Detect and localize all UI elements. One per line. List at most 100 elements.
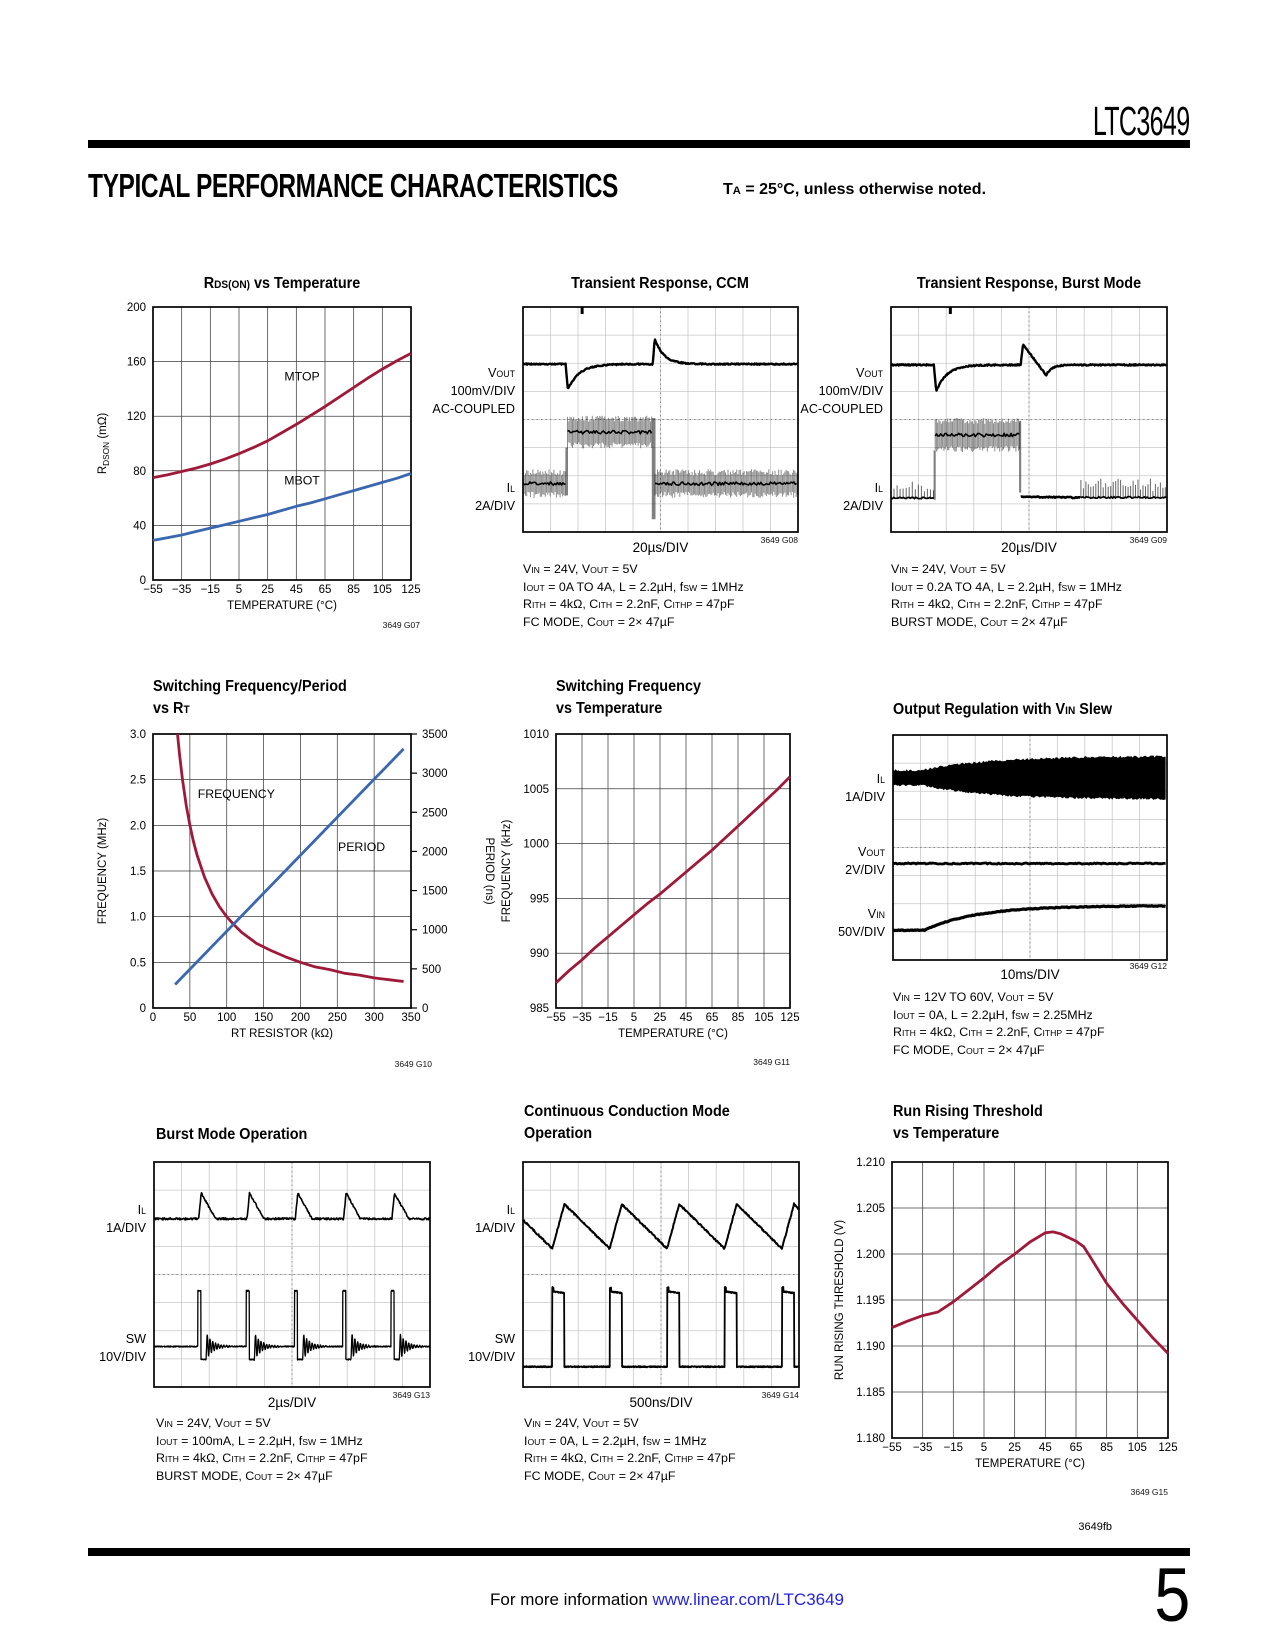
page-number: 5 (1154, 1553, 1190, 1638)
footer-rule (88, 1548, 1190, 1556)
svg-text:−15: −15 (201, 584, 221, 596)
svg-text:MTOP: MTOP (284, 370, 319, 384)
svg-text:85: 85 (732, 1012, 745, 1024)
chart-g13-title: Burst Mode Operation (156, 1126, 308, 1143)
svg-text:5: 5 (981, 1442, 987, 1454)
chart-g11-graph-id: 3649 G11 (753, 1057, 790, 1067)
svg-text:250: 250 (328, 1012, 347, 1024)
svg-text:1.0: 1.0 (130, 912, 146, 924)
svg-text:FREQUENCY: FREQUENCY (198, 787, 275, 801)
svg-text:150: 150 (254, 1012, 273, 1024)
chart-g13-graph-id: 3649 G13 (392, 1390, 430, 1400)
svg-text:−15: −15 (944, 1442, 964, 1454)
chart-g12-title: Output Regulation with VIN Slew (893, 701, 1113, 718)
svg-text:100: 100 (217, 1012, 236, 1024)
svg-text:0: 0 (140, 575, 146, 587)
svg-text:MBOT: MBOT (284, 473, 320, 487)
svg-text:45: 45 (680, 1012, 693, 1024)
svg-text:FREQUENCY (MHz): FREQUENCY (MHz) (97, 818, 109, 925)
svg-text:0.5: 0.5 (130, 957, 146, 969)
svg-text:25: 25 (654, 1012, 667, 1024)
svg-text:1500: 1500 (422, 886, 448, 898)
svg-text:990: 990 (530, 948, 549, 960)
chart-g13-timebase: 2µs/DIV (267, 1395, 317, 1410)
svg-text:RT RESISTOR (kΩ): RT RESISTOR (kΩ) (231, 1028, 333, 1040)
svg-text:1010: 1010 (523, 729, 549, 741)
svg-text:85: 85 (347, 584, 360, 596)
svg-text:TEMPERATURE (°C): TEMPERATURE (°C) (227, 600, 337, 612)
svg-text:−35: −35 (572, 1012, 592, 1024)
svg-text:3500: 3500 (422, 729, 448, 741)
svg-text:1005: 1005 (523, 784, 549, 796)
svg-text:985: 985 (530, 1003, 549, 1015)
svg-text:1.180: 1.180 (856, 1433, 885, 1445)
svg-text:RUN RISING THRESHOLD (V): RUN RISING THRESHOLD (V) (834, 1220, 846, 1380)
svg-text:105: 105 (754, 1012, 773, 1024)
svg-text:1.205: 1.205 (856, 1203, 885, 1215)
chart-g15-plot: −55 −35 −15 5 25 45 65 85 105 125 1.180 1.185 1.190 1… (834, 1157, 1178, 1470)
chart-g09-plot (890, 306, 1168, 533)
part-number: LTC3649 (1093, 99, 1190, 145)
chart-g09-conditions: VIN = 24V, VOUT = 5V IOUT = 0.2A TO 4A, L… (891, 562, 1122, 629)
footer-info-link[interactable]: www.linear.com/LTC3649 (652, 1590, 845, 1609)
svg-text:−15: −15 (598, 1012, 618, 1024)
svg-text:0: 0 (422, 1003, 428, 1015)
chart-g13-channel-label-0: IL 1A/DIV (106, 1203, 146, 1235)
svg-text:105: 105 (1128, 1442, 1147, 1454)
svg-text:45: 45 (1039, 1442, 1052, 1454)
svg-text:200: 200 (127, 302, 146, 314)
chart-g12-channel-label-1: VOUT 2V/DIV (845, 845, 885, 877)
svg-text:125: 125 (401, 584, 420, 596)
chart-g14-title: Continuous Conduction Mode Operation (524, 1103, 730, 1142)
footer-info: For more information www.linear.com/LTC3… (490, 1590, 844, 1610)
chart-g13-plot (153, 1161, 431, 1388)
svg-text:3.0: 3.0 (130, 729, 146, 741)
svg-text:−55: −55 (143, 584, 163, 596)
chart-g13-conditions: VIN = 24V, VOUT = 5V IOUT = 100mA, L = 2.… (156, 1416, 368, 1483)
chart-g08-plot (522, 306, 799, 533)
chart-g08-graph-id: 3649 G08 (760, 535, 798, 545)
chart-g09-channel-label-1: IL 2A/DIV (843, 481, 883, 513)
chart-g10-title: Switching Frequency/Period vs RT (153, 678, 347, 717)
svg-text:1.210: 1.210 (856, 1157, 885, 1169)
chart-g09-channel-label-0: VOUT 100mV/DIV AC-COUPLED (800, 366, 883, 416)
chart-g08-conditions: VIN = 24V, VOUT = 5V IOUT = 0A TO 4A, L =… (523, 562, 744, 629)
header-rule (88, 140, 1190, 148)
chart-g14-conditions: VIN = 24V, VOUT = 5V IOUT = 0A, L = 2.2µH… (524, 1416, 736, 1483)
chart-g08-channel-label-1: IL 2A/DIV (475, 481, 515, 513)
chart-g15-title: Run Rising Threshold vs Temperature (893, 1103, 1043, 1142)
chart-g15-graph-id: 3649 G15 (1130, 1487, 1168, 1497)
chart-g08-title: Transient Response, CCM (571, 275, 749, 292)
chart-g09-graph-id: 3649 G09 (1129, 535, 1167, 545)
footer-info-text: For more information (490, 1590, 648, 1609)
svg-text:1.200: 1.200 (856, 1249, 885, 1261)
chart-g13-channel-label-1: SW 10V/DIV (99, 1332, 146, 1364)
chart-g14-channel-label-0: IL 1A/DIV (475, 1203, 515, 1235)
svg-text:FREQUENCY (kHz): FREQUENCY (kHz) (501, 820, 513, 923)
svg-text:3000: 3000 (422, 768, 448, 780)
svg-text:PERIOD: PERIOD (338, 840, 385, 854)
svg-text:1.5: 1.5 (130, 866, 146, 878)
svg-text:45: 45 (290, 584, 303, 596)
svg-text:1.190: 1.190 (856, 1341, 885, 1353)
chart-g11-title: Switching Frequency vs Temperature (556, 678, 701, 717)
chart-g12-graph-id: 3649 G12 (1129, 961, 1167, 971)
chart-g07-title: RDS(ON) vs Temperature (203, 275, 361, 292)
svg-text:5: 5 (236, 584, 242, 596)
svg-text:120: 120 (127, 411, 146, 423)
svg-text:40: 40 (133, 520, 146, 532)
chart-g11-plot: −55 −35 −15 5 25 45 65 85 105 125 985 990 995 1000 100… (501, 729, 800, 1040)
svg-text:RDSON (mΩ): RDSON (mΩ) (97, 413, 111, 474)
chart-g14-timebase: 500ns/DIV (629, 1395, 693, 1410)
chart-g10-plot: 0 50 100 150 200 250 300 35000.51.01.52.02.53.0… (97, 729, 495, 1040)
chart-g10-graph-id: 3649 G10 (394, 1059, 432, 1069)
svg-text:65: 65 (1070, 1442, 1083, 1454)
svg-text:25: 25 (261, 584, 274, 596)
svg-text:500: 500 (422, 964, 441, 976)
svg-text:105: 105 (373, 584, 392, 596)
chart-g08-timebase: 20µs/DIV (632, 540, 689, 555)
svg-text:80: 80 (133, 466, 146, 478)
chart-g08-channel-label-0: VOUT 100mV/DIV AC-COUPLED (432, 366, 515, 416)
svg-text:TEMPERATURE (°C): TEMPERATURE (°C) (618, 1028, 728, 1040)
